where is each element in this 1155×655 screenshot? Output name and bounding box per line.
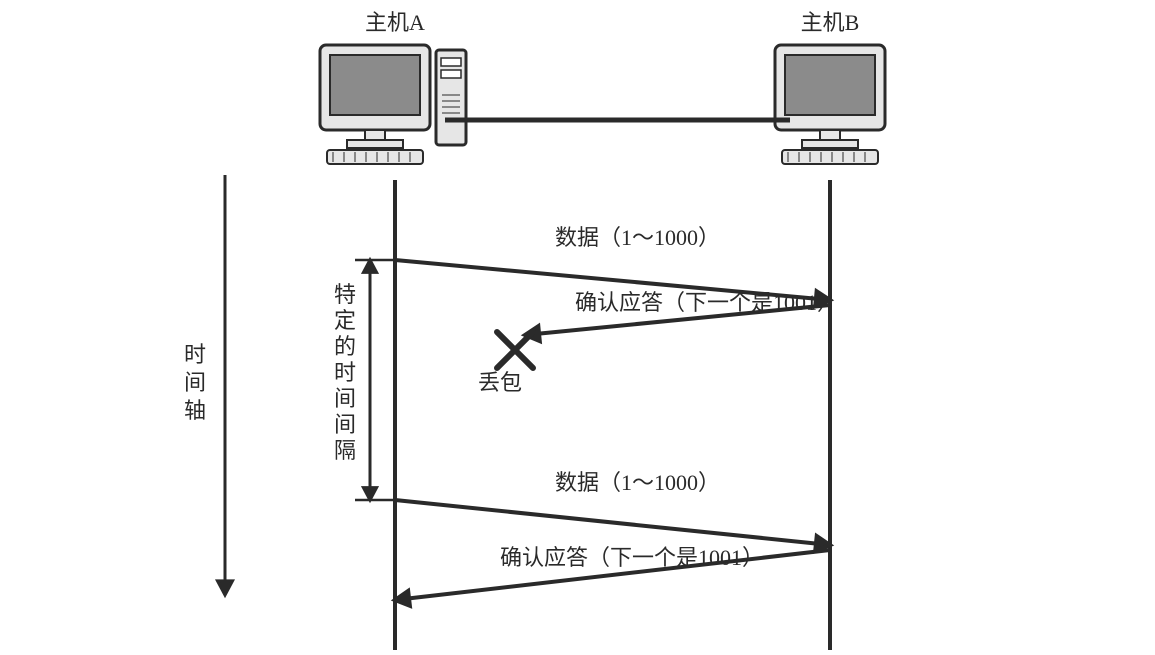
interval-label: 隔 (334, 438, 356, 463)
interval-label: 间 (334, 386, 356, 411)
time-axis-label: 间 (184, 370, 206, 395)
message-label-data2: 数据（1～1000） (555, 470, 720, 495)
interval-label: 间 (334, 412, 356, 437)
message-label-data1: 数据（1～1000） (555, 225, 720, 250)
host-b-label: 主机B (801, 10, 860, 35)
arrowhead-icon (363, 260, 376, 272)
host-a-label: 主机A (365, 10, 425, 35)
packet-loss-label: 丢包 (478, 370, 522, 395)
interval-label: 的 (334, 334, 356, 359)
arrowhead-icon (395, 591, 410, 606)
time-axis-label: 时 (184, 342, 206, 367)
message-label-ack2: 确认应答（下一个是1001） (500, 545, 764, 570)
message-label-ack1: 确认应答（下一个是1001） (575, 290, 839, 315)
message-data2 (395, 500, 830, 545)
computer-a-icon (320, 45, 466, 164)
time-axis-label: 轴 (184, 398, 206, 423)
computer-b-icon (775, 45, 885, 164)
arrowhead-icon (363, 488, 376, 500)
interval-label: 特 (334, 282, 356, 307)
interval-label: 时 (334, 360, 356, 385)
diagram-canvas: 主机A主机B时间轴特定的时间间隔数据（1～1000）确认应答（下一个是1001）… (0, 0, 1155, 655)
interval-label: 定 (334, 308, 356, 333)
arrowhead-icon (217, 581, 232, 595)
